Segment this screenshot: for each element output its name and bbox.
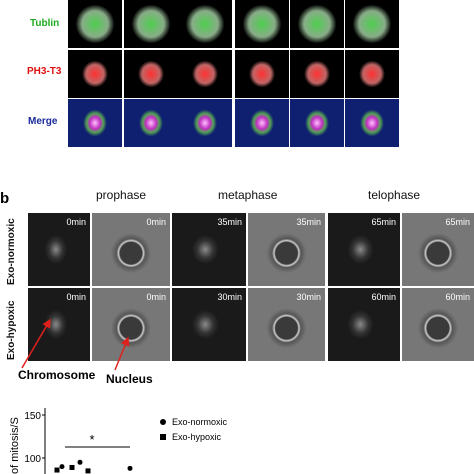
point <box>77 459 83 465</box>
legend-entry: Exo-normoxic <box>172 417 228 427</box>
point <box>69 464 75 470</box>
micrograph: 65min <box>328 213 400 286</box>
micrograph <box>290 0 344 48</box>
micrograph: 0min <box>28 288 90 361</box>
micrograph <box>345 50 399 98</box>
micrograph <box>290 50 344 98</box>
panel-letter: b <box>0 190 10 207</box>
micrograph <box>345 0 399 48</box>
micrograph: 30min <box>248 288 325 361</box>
micrograph: 60min <box>328 288 400 361</box>
legend-marker <box>160 434 166 440</box>
micrograph <box>178 99 232 147</box>
annotation: Chromosome <box>18 368 96 382</box>
time-label: 0min <box>66 292 86 302</box>
point <box>54 467 60 473</box>
time-label: 65min <box>445 217 470 227</box>
micrograph: 35min <box>172 213 246 286</box>
significance: * <box>89 432 94 447</box>
micrograph <box>235 0 289 48</box>
phase-header: metaphase <box>218 188 278 202</box>
time-label: 35min <box>296 217 321 227</box>
micrograph: 0min <box>92 213 170 286</box>
micrograph <box>235 50 289 98</box>
row-label: Tublin <box>30 18 60 29</box>
arrow <box>114 336 130 371</box>
micrograph <box>345 99 399 147</box>
micrograph: 65min <box>402 213 474 286</box>
phase-header: prophase <box>96 188 147 202</box>
micrograph <box>235 99 289 147</box>
row-label: Merge <box>28 116 58 127</box>
micrograph <box>124 99 178 147</box>
micrograph <box>68 0 122 48</box>
micrograph <box>124 0 178 48</box>
y-axis-label: of mitosis/S <box>9 417 21 474</box>
phase-header: telophase <box>368 188 421 202</box>
time-label: 30min <box>217 292 242 302</box>
time-label: 60min <box>371 292 396 302</box>
point <box>85 468 91 474</box>
micrograph: 35min <box>248 213 325 286</box>
micrograph: 0min <box>92 288 170 361</box>
legend-entry: Exo-hypoxic <box>172 432 222 442</box>
arrow <box>21 318 51 369</box>
time-label: 30min <box>296 292 321 302</box>
time-label: 0min <box>66 217 86 227</box>
y-tick-label: 100 <box>24 454 41 465</box>
time-label: 0min <box>146 217 166 227</box>
micrograph: 30min <box>172 288 246 361</box>
row-label: PH3-T3 <box>27 66 62 77</box>
micrograph <box>68 50 122 98</box>
micrograph <box>124 50 178 98</box>
time-label: 60min <box>445 292 470 302</box>
legend-marker <box>160 419 166 425</box>
annotation: Nucleus <box>106 372 153 386</box>
micrograph <box>290 99 344 147</box>
chart: of mitosis/S * 150 100 Exo-normoxic Exo-hyp… <box>9 408 228 474</box>
micrograph: 0min <box>28 213 90 286</box>
y-tick-label: 150 <box>24 411 41 422</box>
point <box>127 465 133 471</box>
time-label: 65min <box>371 217 396 227</box>
micrograph: 60min <box>402 288 474 361</box>
micrograph <box>68 99 122 147</box>
time-label: 35min <box>217 217 242 227</box>
point <box>59 464 65 470</box>
time-label: 0min <box>146 292 166 302</box>
micrograph <box>178 50 232 98</box>
micrograph <box>178 0 232 48</box>
